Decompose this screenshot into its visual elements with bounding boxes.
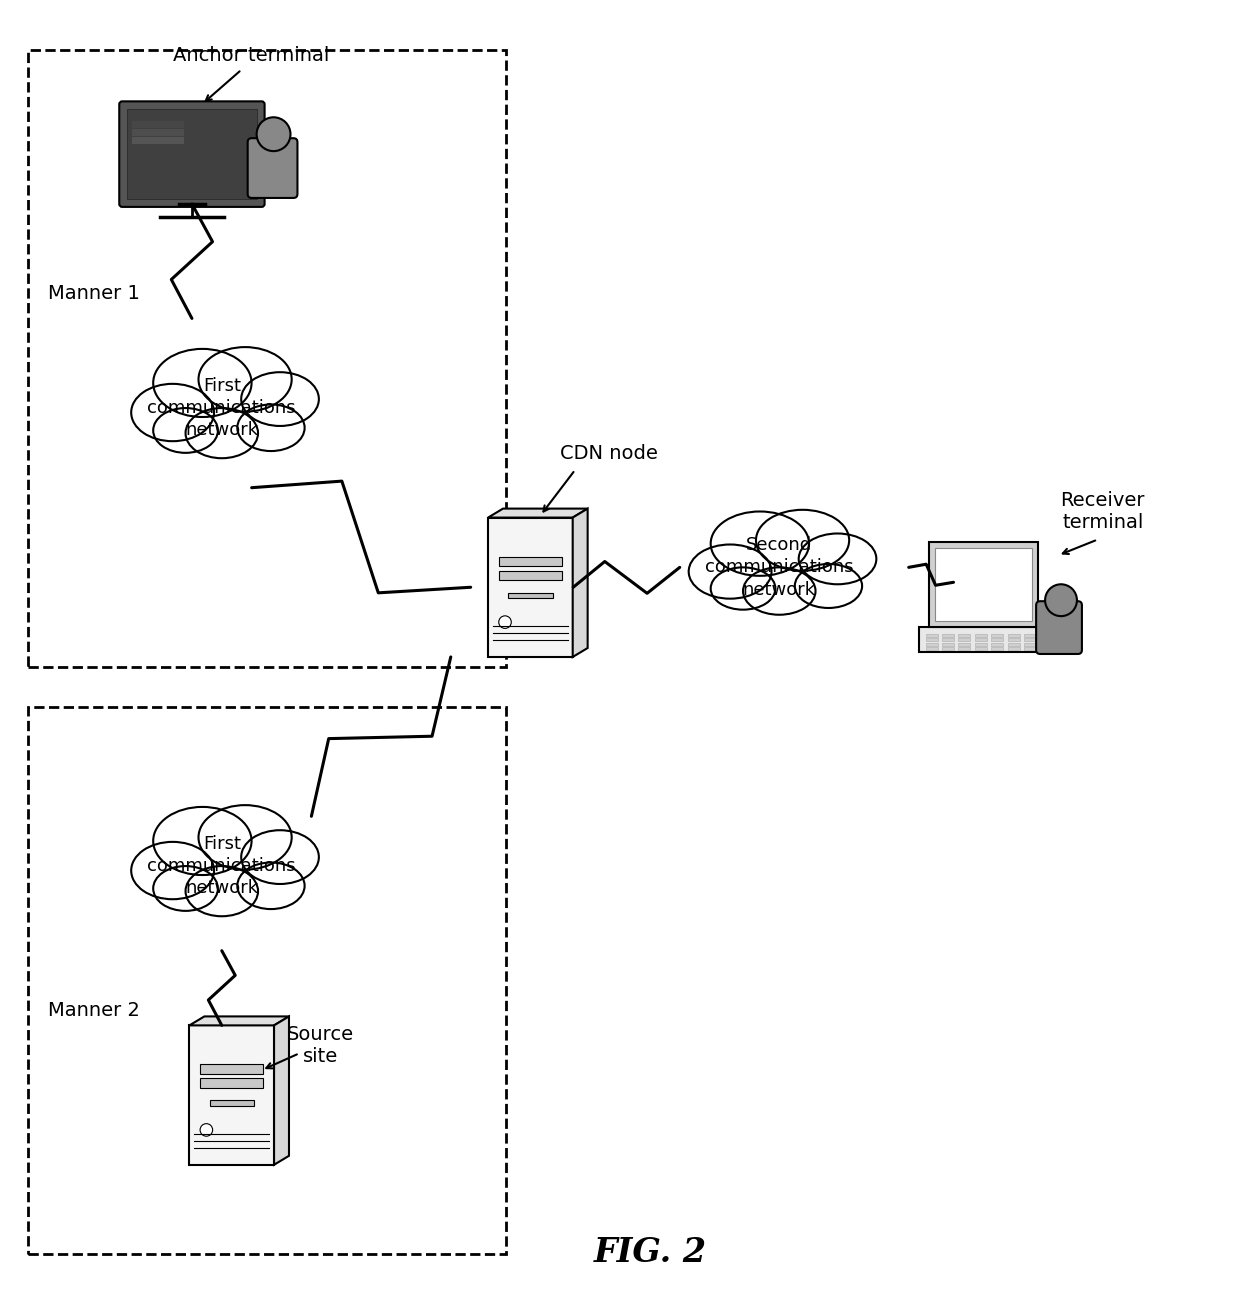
Ellipse shape — [154, 807, 252, 875]
Bar — [1008, 638, 1019, 641]
Ellipse shape — [242, 830, 319, 885]
Bar — [1024, 633, 1037, 637]
Bar — [128, 109, 257, 198]
Ellipse shape — [237, 863, 305, 909]
Bar — [1008, 642, 1019, 646]
Bar — [1024, 642, 1037, 646]
Ellipse shape — [198, 348, 291, 411]
Polygon shape — [274, 1017, 289, 1165]
Bar — [942, 638, 954, 641]
Text: Manner 2: Manner 2 — [47, 1001, 139, 1019]
Bar — [925, 633, 937, 637]
Ellipse shape — [799, 533, 877, 584]
Bar — [210, 1100, 254, 1106]
Bar — [959, 647, 971, 650]
Bar — [498, 556, 562, 567]
Ellipse shape — [688, 545, 771, 599]
Ellipse shape — [743, 567, 816, 615]
Circle shape — [200, 1123, 212, 1136]
Polygon shape — [573, 508, 588, 658]
Polygon shape — [190, 1017, 289, 1026]
Bar — [975, 647, 987, 650]
Bar — [27, 707, 506, 1254]
Bar — [489, 518, 573, 658]
Ellipse shape — [756, 510, 849, 571]
Ellipse shape — [154, 349, 252, 418]
Bar — [200, 1065, 263, 1074]
Bar — [919, 626, 1048, 652]
Bar — [991, 633, 1003, 637]
Text: Receiver
terminal: Receiver terminal — [1060, 492, 1145, 533]
Ellipse shape — [242, 372, 319, 425]
Ellipse shape — [711, 567, 775, 610]
Ellipse shape — [711, 511, 808, 576]
Bar — [200, 1078, 263, 1088]
Bar — [925, 642, 937, 646]
Bar — [959, 638, 971, 641]
Circle shape — [498, 616, 511, 628]
Bar — [991, 642, 1003, 646]
Ellipse shape — [198, 805, 291, 870]
Bar — [942, 642, 954, 646]
Bar — [975, 633, 987, 637]
Bar — [133, 137, 184, 144]
Bar — [508, 593, 553, 598]
Ellipse shape — [237, 405, 305, 451]
Ellipse shape — [131, 842, 215, 899]
Bar — [498, 571, 562, 580]
Bar — [925, 638, 937, 641]
Ellipse shape — [154, 866, 218, 910]
Circle shape — [257, 117, 290, 152]
Bar — [1024, 647, 1037, 650]
Bar — [925, 647, 937, 650]
Ellipse shape — [154, 409, 218, 453]
Bar — [27, 49, 506, 667]
Text: FIG. 2: FIG. 2 — [593, 1236, 707, 1270]
Bar — [959, 633, 971, 637]
Bar — [935, 549, 1032, 621]
Bar — [133, 121, 184, 128]
Text: First
communications
network: First communications network — [148, 835, 296, 898]
Ellipse shape — [186, 866, 258, 916]
Bar — [190, 1026, 274, 1165]
Bar — [991, 638, 1003, 641]
FancyBboxPatch shape — [1037, 602, 1083, 654]
Bar — [1008, 647, 1019, 650]
Text: First
communications
network: First communications network — [148, 377, 296, 440]
Ellipse shape — [131, 384, 215, 441]
Text: CDN node: CDN node — [560, 444, 658, 463]
Bar — [133, 130, 184, 136]
Bar — [942, 633, 954, 637]
Text: Second
communications
network: Second communications network — [706, 536, 853, 598]
FancyBboxPatch shape — [248, 139, 298, 198]
Bar — [1008, 633, 1019, 637]
Text: Anchor terminal: Anchor terminal — [174, 45, 330, 65]
Polygon shape — [489, 508, 588, 518]
Bar — [959, 642, 971, 646]
Bar — [929, 542, 1038, 626]
Text: Source
site: Source site — [286, 1025, 353, 1066]
Bar — [991, 647, 1003, 650]
Ellipse shape — [795, 564, 862, 608]
Bar — [1024, 638, 1037, 641]
FancyBboxPatch shape — [119, 101, 264, 208]
Bar — [975, 638, 987, 641]
Circle shape — [1045, 584, 1078, 616]
Text: Manner 1: Manner 1 — [47, 284, 139, 303]
Bar — [942, 647, 954, 650]
Ellipse shape — [186, 409, 258, 458]
Bar — [975, 642, 987, 646]
